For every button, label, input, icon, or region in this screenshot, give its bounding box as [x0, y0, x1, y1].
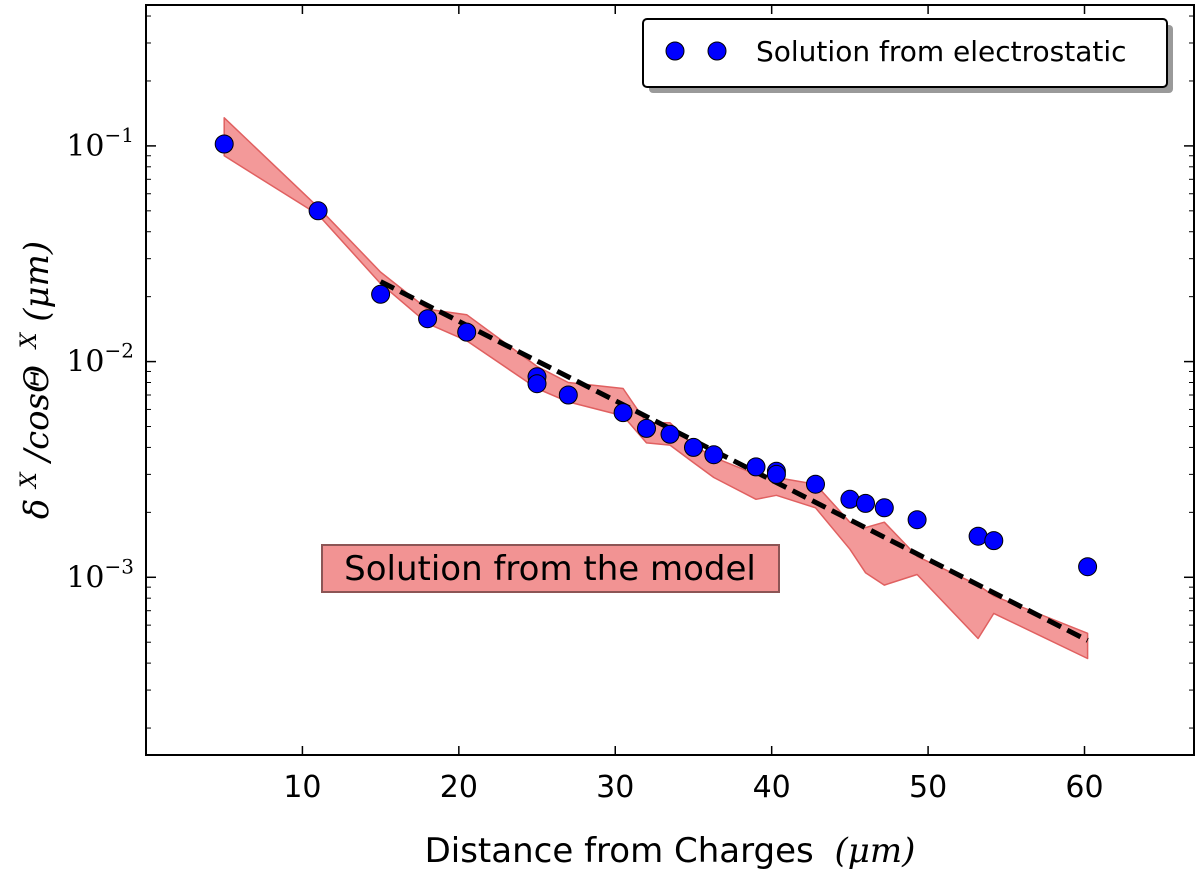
- data-point: [684, 437, 703, 457]
- legend-label: Solution from electrostatic: [756, 35, 1127, 68]
- data-point: [856, 493, 875, 513]
- plot-frame: [145, 4, 1195, 756]
- data-point: [806, 474, 825, 494]
- legend-marker-2: [707, 41, 727, 61]
- y-tick-label-base: 10: [66, 345, 104, 380]
- x-tick-label: 60: [1065, 770, 1103, 805]
- y-axis-label-cos: /cosΘ: [17, 365, 57, 464]
- data-point: [907, 510, 927, 530]
- legend-box: [642, 18, 1168, 88]
- y-tick-label-base: 10: [66, 129, 104, 164]
- y-axis-label: δ X /cosΘ X (μm): [5, 241, 57, 519]
- data-point: [746, 457, 766, 477]
- x-axis-label: Distance from Charges (μm): [425, 831, 916, 871]
- data-point: [214, 134, 234, 154]
- data-point: [613, 403, 633, 423]
- model-band: [223, 117, 1089, 660]
- data-point: [371, 284, 391, 304]
- x-axis-label-unit: (μm): [835, 831, 916, 871]
- model-annotation: Solution from the model: [321, 544, 780, 593]
- data-point: [874, 498, 894, 518]
- y-axis-ticks: 10−110−210−3: [66, 15, 1194, 729]
- y-tick-label-exponent: −1: [105, 123, 134, 147]
- x-tick-label: 30: [596, 770, 634, 805]
- data-point: [527, 374, 547, 394]
- model-band-layer: [223, 117, 1089, 660]
- y-tick-label-base: 10: [66, 560, 104, 595]
- fit-line: [379, 279, 1089, 643]
- y-axis-label-delta: δ: [17, 499, 57, 519]
- data-point: [840, 489, 860, 509]
- data-point: [1078, 557, 1098, 577]
- data-point: [766, 464, 786, 484]
- data-point: [308, 201, 328, 221]
- legend: Solution from electrostatic: [642, 18, 1173, 93]
- data-point: [984, 531, 1004, 551]
- x-tick-label: 10: [283, 770, 321, 805]
- y-tick-label-exponent: −3: [105, 554, 134, 578]
- fit-line-layer: [379, 279, 1089, 643]
- y-tick-label: 10−3: [66, 554, 134, 595]
- legend-marker-1: [665, 41, 685, 61]
- data-point: [968, 526, 988, 546]
- x-axis-label-text: Distance from Charges: [425, 831, 814, 871]
- y-tick-label-exponent: −2: [105, 339, 134, 363]
- y-tick-label: 10−1: [66, 123, 134, 164]
- y-axis-label-sup-2: X: [17, 331, 42, 350]
- data-point: [637, 418, 656, 438]
- y-axis-label-unit: (μm): [17, 241, 57, 322]
- y-axis-label-sup-1: X: [17, 471, 42, 490]
- y-tick-label: 10−2: [66, 339, 134, 380]
- x-axis-ticks: 10 20 30 40 50 60: [283, 5, 1104, 805]
- x-tick-label: 20: [440, 770, 478, 805]
- data-point: [418, 309, 438, 329]
- data-point: [558, 385, 578, 405]
- data-point: [704, 445, 724, 465]
- x-tick-label: 40: [753, 770, 791, 805]
- data-point: [457, 322, 477, 342]
- data-point-layer: [214, 134, 1098, 577]
- model-annotation-text: Solution from the model: [344, 549, 756, 589]
- data-point: [660, 424, 680, 444]
- model-annotation-box: [321, 544, 780, 593]
- x-tick-label: 50: [909, 770, 947, 805]
